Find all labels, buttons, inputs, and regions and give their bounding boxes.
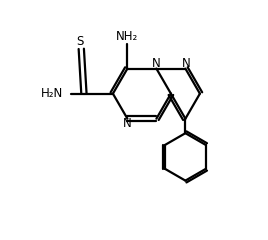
Text: N: N [152, 57, 161, 70]
Text: S: S [76, 35, 84, 48]
Text: N: N [123, 117, 132, 130]
Text: H₂N: H₂N [41, 87, 63, 100]
Text: N: N [182, 57, 191, 70]
Text: NH₂: NH₂ [116, 30, 139, 43]
